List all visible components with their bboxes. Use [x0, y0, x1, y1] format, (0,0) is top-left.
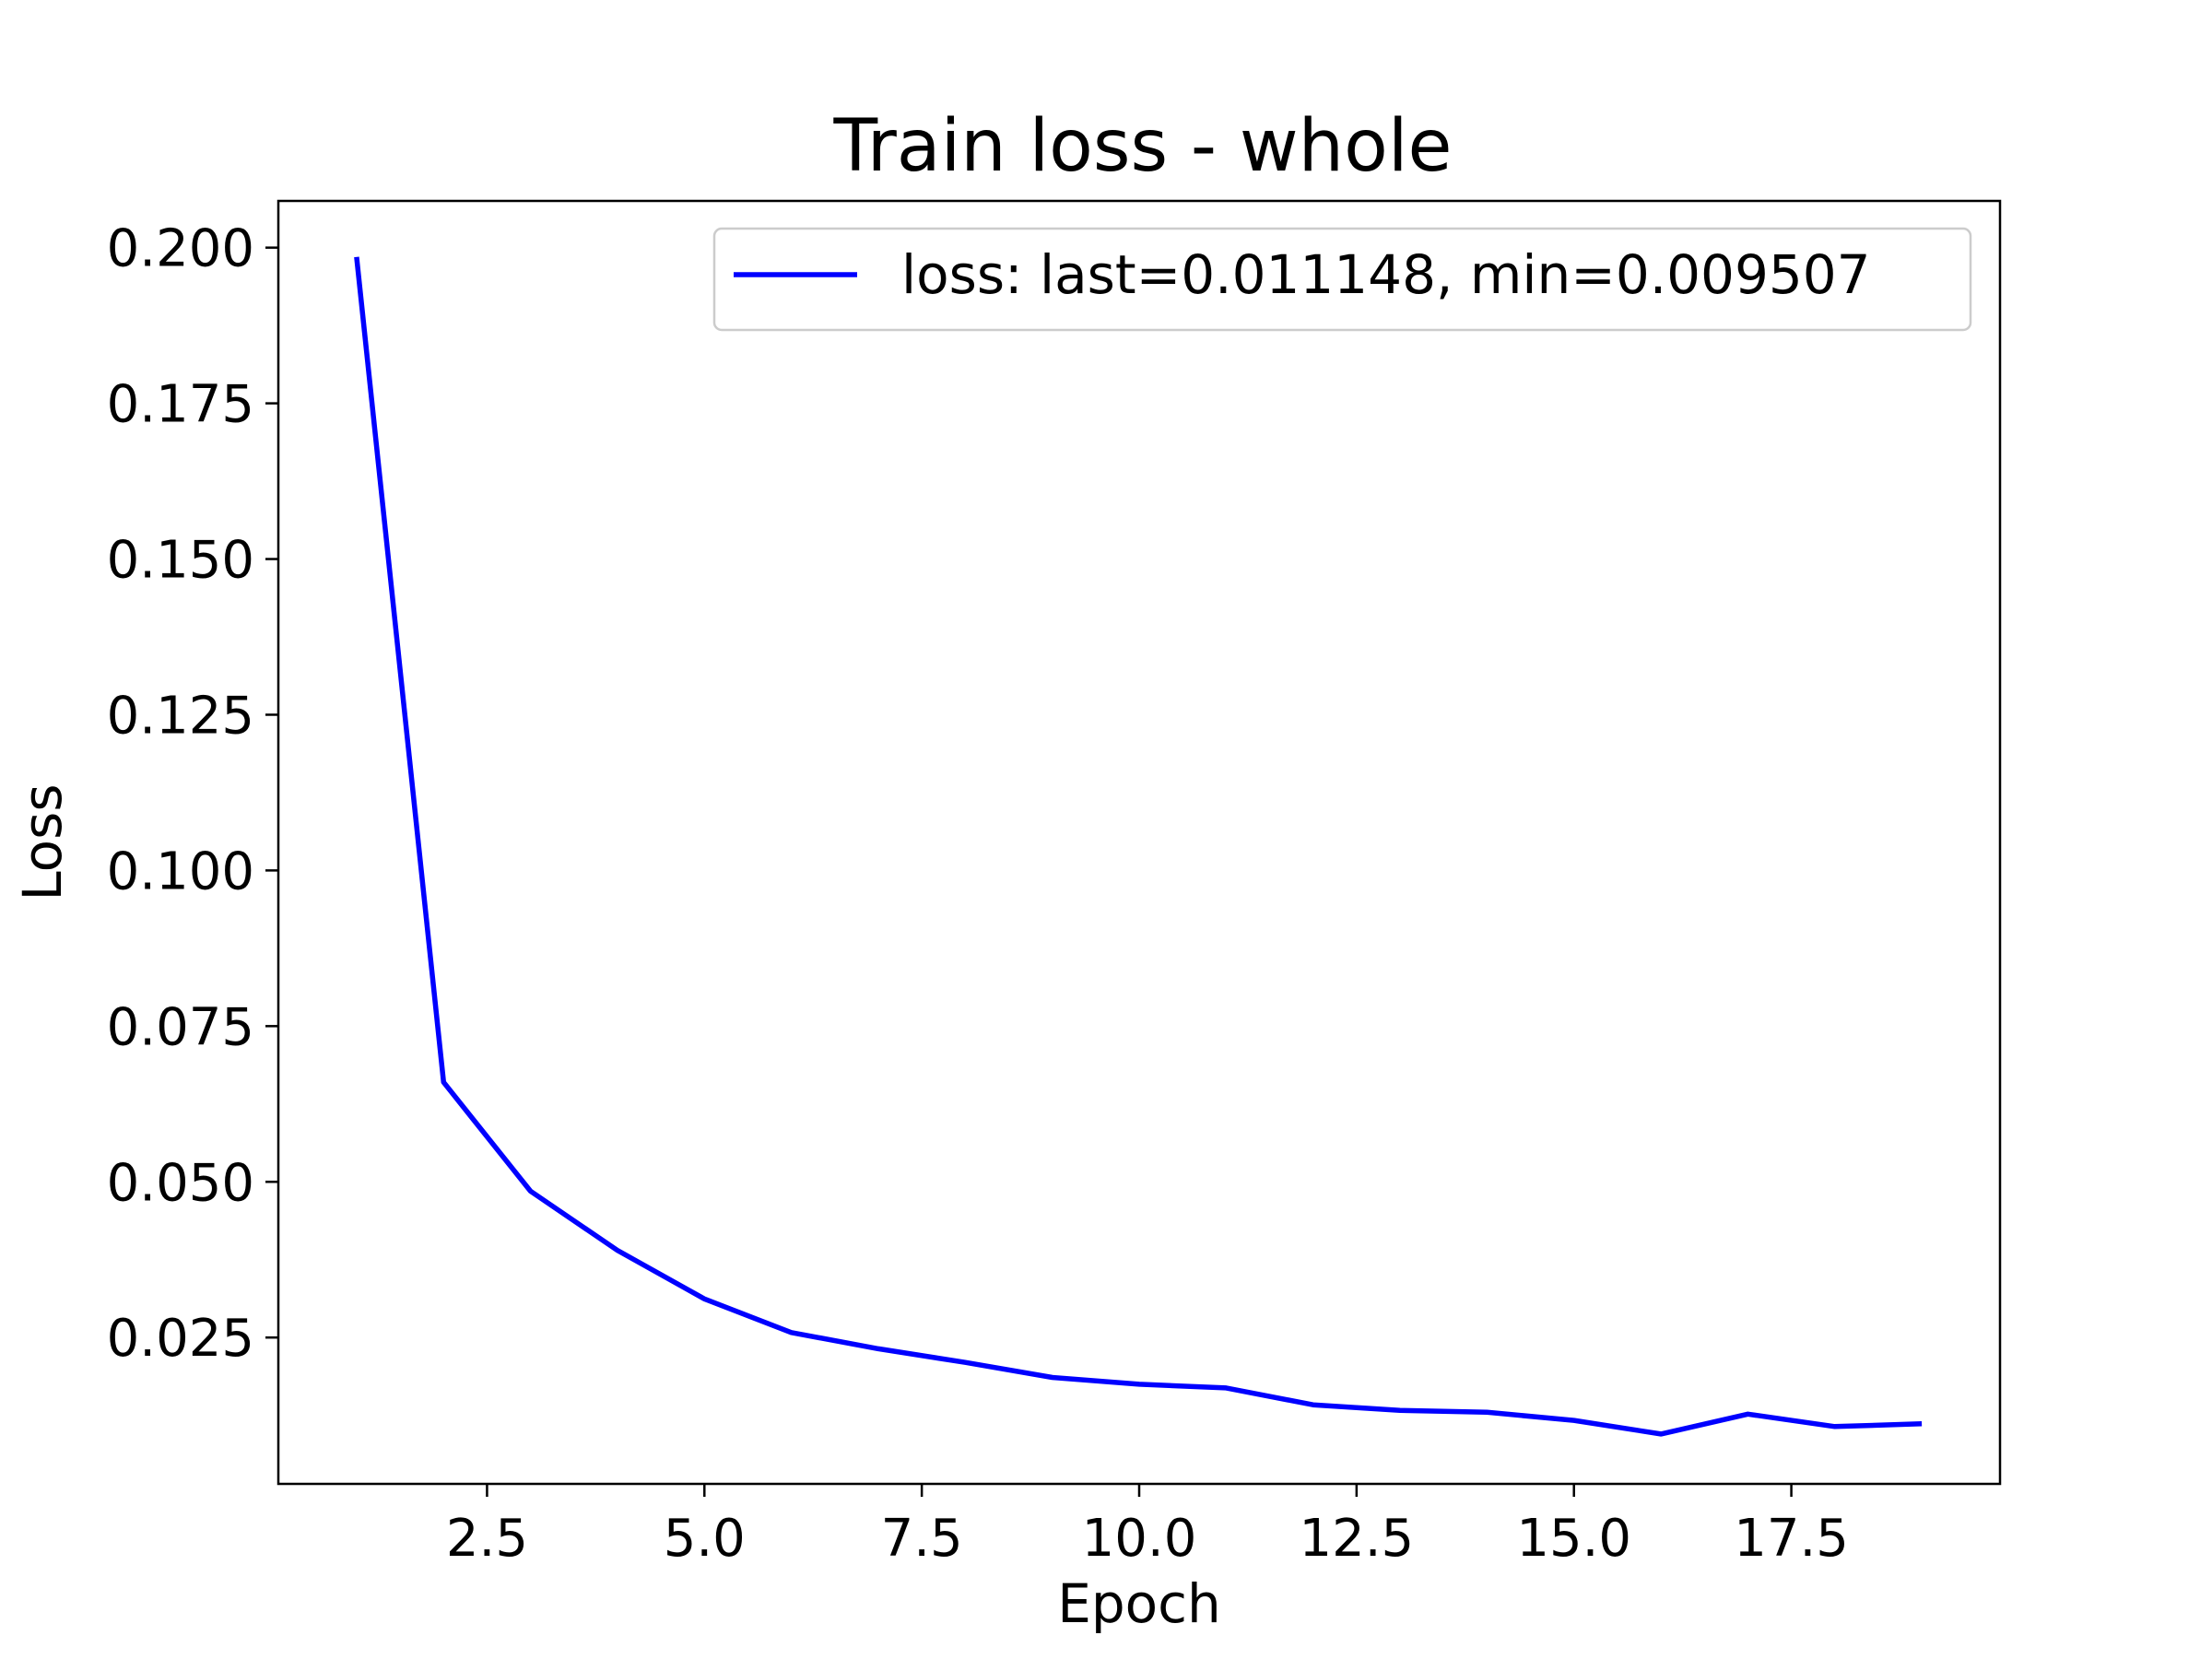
y-tick-label: 0.050 [107, 1153, 254, 1213]
x-axis-label: Epoch [1057, 1572, 1221, 1635]
x-tick-label: 17.5 [1734, 1509, 1849, 1569]
x-tick-label: 7.5 [881, 1509, 963, 1569]
x-tick-label: 12.5 [1300, 1509, 1415, 1569]
x-tick-label: 15.0 [1516, 1509, 1631, 1569]
x-tick-label: 5.0 [664, 1509, 746, 1569]
chart-title: Train loss - whole [833, 105, 1453, 188]
legend-label: loss: last=0.011148, min=0.009507 [901, 243, 1871, 306]
y-tick-label: 0.200 [107, 219, 254, 279]
y-axis-label: Loss [11, 783, 74, 900]
x-axis: 2.5 5.0 7.5 10.0 12.5 15.0 17.5 [446, 1484, 1849, 1569]
y-tick-label: 0.100 [107, 841, 254, 901]
y-tick-label: 0.150 [107, 531, 254, 591]
y-tick-label: 0.075 [107, 997, 254, 1057]
y-tick-label: 0.175 [107, 375, 254, 435]
series-layer [354, 256, 1923, 1437]
legend: loss: last=0.011148, min=0.009507 [712, 227, 1972, 332]
legend-box [712, 227, 1972, 332]
y-tick-label: 0.125 [107, 686, 254, 746]
x-tick-label: 10.0 [1082, 1509, 1197, 1569]
y-axis: 0.025 0.050 0.075 0.100 0.125 0.150 0.175 0.200 [107, 219, 278, 1369]
y-tick-label: 0.025 [107, 1309, 254, 1369]
x-tick-label: 2.5 [446, 1509, 528, 1569]
series-line-loss [354, 256, 1923, 1437]
